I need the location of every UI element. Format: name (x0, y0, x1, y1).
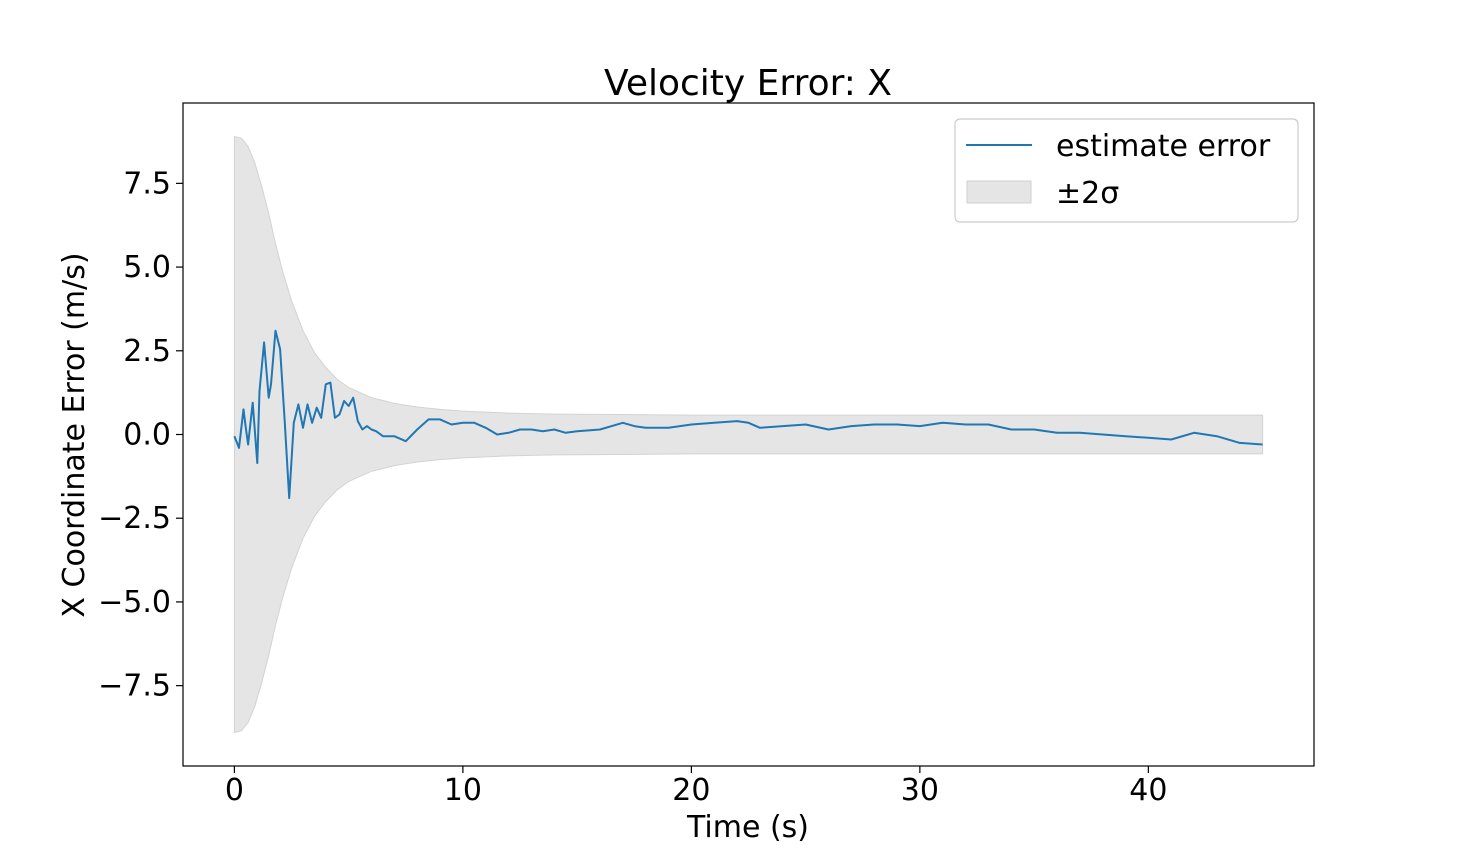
y-tick-label: −5.0 (98, 585, 171, 620)
x-tick-label: 40 (1129, 773, 1167, 808)
x-tick-label: 10 (444, 773, 482, 808)
x-axis: 0 10 20 30 40 (225, 766, 1167, 808)
y-tick-label: 5.0 (123, 250, 171, 285)
x-tick-label: 0 (225, 773, 244, 808)
y-tick-label: 7.5 (123, 166, 171, 201)
y-tick-label: 2.5 (123, 334, 171, 369)
band-layer (233, 135, 1264, 734)
sigma-band (233, 135, 1264, 734)
legend: estimate error ±2σ (954, 118, 1299, 223)
y-tick-label: −7.5 (98, 669, 171, 704)
chart-title: Velocity Error: X (604, 63, 892, 104)
legend-frame (954, 118, 1299, 223)
x-tick-label: 30 (901, 773, 939, 808)
legend-label-estimate-error: estimate error (1056, 129, 1271, 164)
series-line-estimate-error (233, 329, 1263, 500)
x-axis-label: Time (s) (686, 810, 809, 845)
legend-label-band: ±2σ (1056, 176, 1119, 211)
line-layer (233, 329, 1263, 500)
x-tick-label: 20 (672, 773, 710, 808)
y-axis: −7.5 −5.0 −2.5 0.0 2.5 5.0 7.5 (98, 166, 183, 704)
y-axis-label: X Coordinate Error (m/s) (57, 252, 92, 617)
legend-band-swatch (966, 180, 1032, 204)
y-tick-label: −2.5 (98, 501, 171, 536)
y-tick-label: 0.0 (123, 418, 171, 453)
